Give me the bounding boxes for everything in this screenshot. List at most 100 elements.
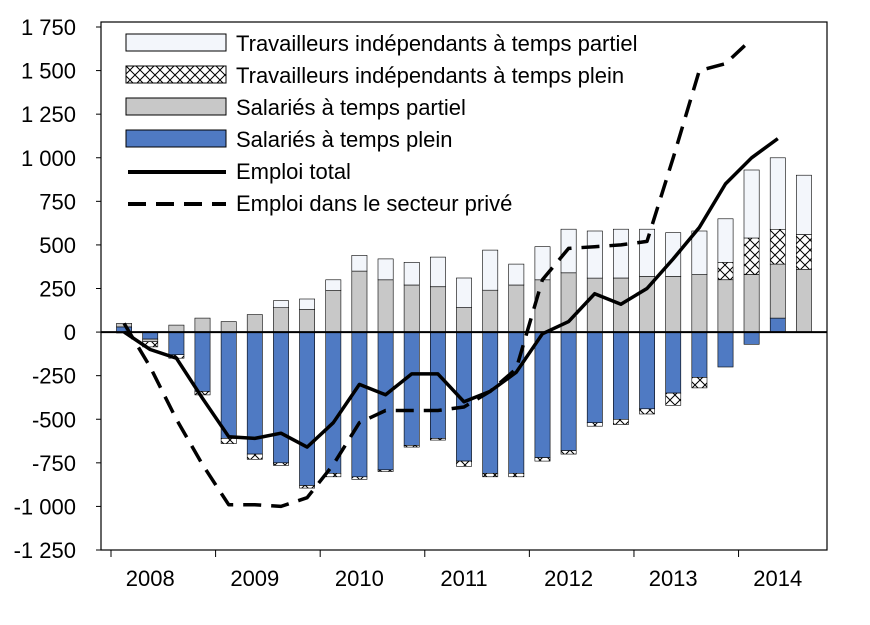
- bar-ft_emp-q23: [717, 331, 734, 368]
- bar-pt_emp-q1: [142, 338, 159, 343]
- bar-pt_emp-q13: [456, 307, 472, 333]
- bar-ft_self-q17: [560, 450, 577, 455]
- bar-ft_emp-q20: [639, 331, 655, 410]
- bar-pt_emp-q3: [194, 317, 211, 333]
- bar-pt_self-q26: [795, 174, 812, 235]
- legend-swatch-pt-emp: [125, 97, 227, 116]
- bar-pt_emp-q8: [325, 289, 342, 333]
- x-tick-label: 2009: [230, 566, 279, 591]
- bar-pt_self-q14: [482, 249, 499, 291]
- bar-ft_self-q23: [717, 261, 734, 280]
- lines-layer: [122, 37, 779, 509]
- bar-pt_emp-q6: [273, 307, 289, 333]
- bar-pt_self-q19: [612, 228, 629, 279]
- legend-label-pt-emp: Salariés à temps partiel: [236, 95, 466, 120]
- y-tick-label: 1 750: [21, 15, 76, 40]
- x-axis: 2008 2009 2010 2011 2012 2013 2014: [110, 550, 802, 591]
- bar-pt_self-q10: [377, 258, 394, 281]
- y-tick-label: 1 000: [21, 146, 76, 171]
- y-tick-label: 1 500: [21, 59, 76, 84]
- bar-ft_emp-q4: [220, 331, 237, 439]
- bar-ft_self-q21: [665, 392, 682, 406]
- bar-pt_emp-q10: [377, 279, 394, 333]
- bar-pt_self-q25: [769, 157, 786, 230]
- bar-pt_self-q18: [586, 230, 603, 279]
- bar-pt_self-q7: [299, 298, 315, 310]
- y-tick-label: -1 250: [14, 538, 76, 563]
- x-tick-label: 2014: [753, 566, 802, 591]
- bar-ft_self-q11: [403, 445, 420, 448]
- bar-ft_emp-q1: [142, 331, 159, 340]
- bar-ft_self-q15: [508, 472, 525, 478]
- bar-ft_emp-q19: [612, 331, 629, 420]
- bar-ft_emp-q2: [168, 331, 185, 356]
- bar-ft_emp-q10: [377, 331, 394, 471]
- bar-pt_self-q11: [403, 261, 420, 286]
- bar-ft_self-q14: [482, 472, 499, 478]
- bar-ft_emp-q9: [351, 331, 368, 478]
- y-tick-label: 0: [64, 320, 76, 345]
- bar-pt_emp-q26: [795, 268, 812, 333]
- bar-ft_self-q13: [456, 460, 472, 467]
- bar-pt_emp-q16: [534, 279, 551, 333]
- bar-ft_self-q4: [220, 438, 237, 444]
- legend-label-ft-self: Travailleurs indépendants à temps plein: [236, 63, 624, 88]
- y-tick-label: 500: [39, 233, 76, 258]
- bar-ft_self-q25: [769, 228, 786, 265]
- bar-pt_emp-q21: [665, 275, 682, 333]
- x-tick-label: 2013: [649, 566, 698, 591]
- y-tick-label: 1 250: [21, 102, 76, 127]
- bar-ft_self-q9: [351, 476, 368, 480]
- bar-ft_self-q16: [534, 457, 551, 462]
- bar-ft_self-q20: [639, 408, 655, 415]
- bar-pt_emp-q2: [168, 324, 185, 333]
- bar-pt_emp-q7: [299, 309, 315, 333]
- y-tick-label: 750: [39, 189, 76, 214]
- bar-ft_emp-q17: [560, 331, 577, 451]
- legend-label-ft-emp: Salariés à temps plein: [236, 127, 452, 152]
- bar-pt_emp-q12: [429, 286, 446, 333]
- bar-ft_emp-q11: [403, 331, 420, 446]
- x-tick-label: 2012: [544, 566, 593, 591]
- line-private: [122, 37, 753, 509]
- x-tick-label: 2010: [335, 566, 384, 591]
- legend-swatch-ft-self: [125, 65, 227, 84]
- bar-pt_emp-q11: [403, 284, 420, 333]
- bar-ft_emp-q16: [534, 331, 551, 458]
- bar-ft_self-q26: [795, 234, 812, 270]
- bar-ft_emp-q22: [691, 331, 708, 378]
- bar-ft_emp-q6: [273, 331, 289, 464]
- bar-pt_self-q24: [743, 169, 760, 239]
- bar-ft_self-q3: [194, 391, 211, 396]
- bar-ft_emp-q18: [586, 331, 603, 424]
- bar-ft_emp-q14: [482, 331, 499, 474]
- bar-pt_emp-q4: [220, 321, 237, 333]
- y-tick-label: -250: [32, 364, 76, 389]
- bar-pt_emp-q9: [351, 270, 368, 333]
- legend-label-total: Emploi total: [236, 159, 351, 184]
- bar-pt_emp-q24: [743, 274, 760, 333]
- y-tick-label: -500: [32, 407, 76, 432]
- legend-label-private: Emploi dans le secteur privé: [236, 191, 512, 216]
- bar-pt_self-q13: [456, 277, 472, 308]
- bar-pt_self-q15: [508, 263, 525, 286]
- bar-ft_self-q5: [246, 453, 263, 460]
- line-total: [123, 137, 779, 449]
- legend-swatch-ft-emp: [125, 129, 227, 148]
- bar-ft_emp-q21: [665, 331, 682, 394]
- y-tick-label: -1 000: [14, 494, 76, 519]
- bar-ft_self-q7: [299, 485, 315, 489]
- bar-pt_self-q6: [273, 300, 289, 309]
- bar-ft_emp-q7: [299, 331, 315, 486]
- bar-pt_self-q12: [429, 256, 446, 288]
- bar-ft_emp-q12: [429, 331, 446, 439]
- bar-ft_emp-q24: [743, 331, 760, 345]
- bar-ft_self-q10: [377, 469, 394, 472]
- bar-pt_emp-q18: [586, 277, 603, 333]
- bar-ft_self-q18: [586, 422, 603, 427]
- legend-swatch-pt-self: [125, 33, 227, 52]
- bar-ft_self-q6: [273, 462, 289, 466]
- bar-pt_emp-q23: [717, 279, 734, 333]
- bar-pt_self-q8: [325, 279, 342, 291]
